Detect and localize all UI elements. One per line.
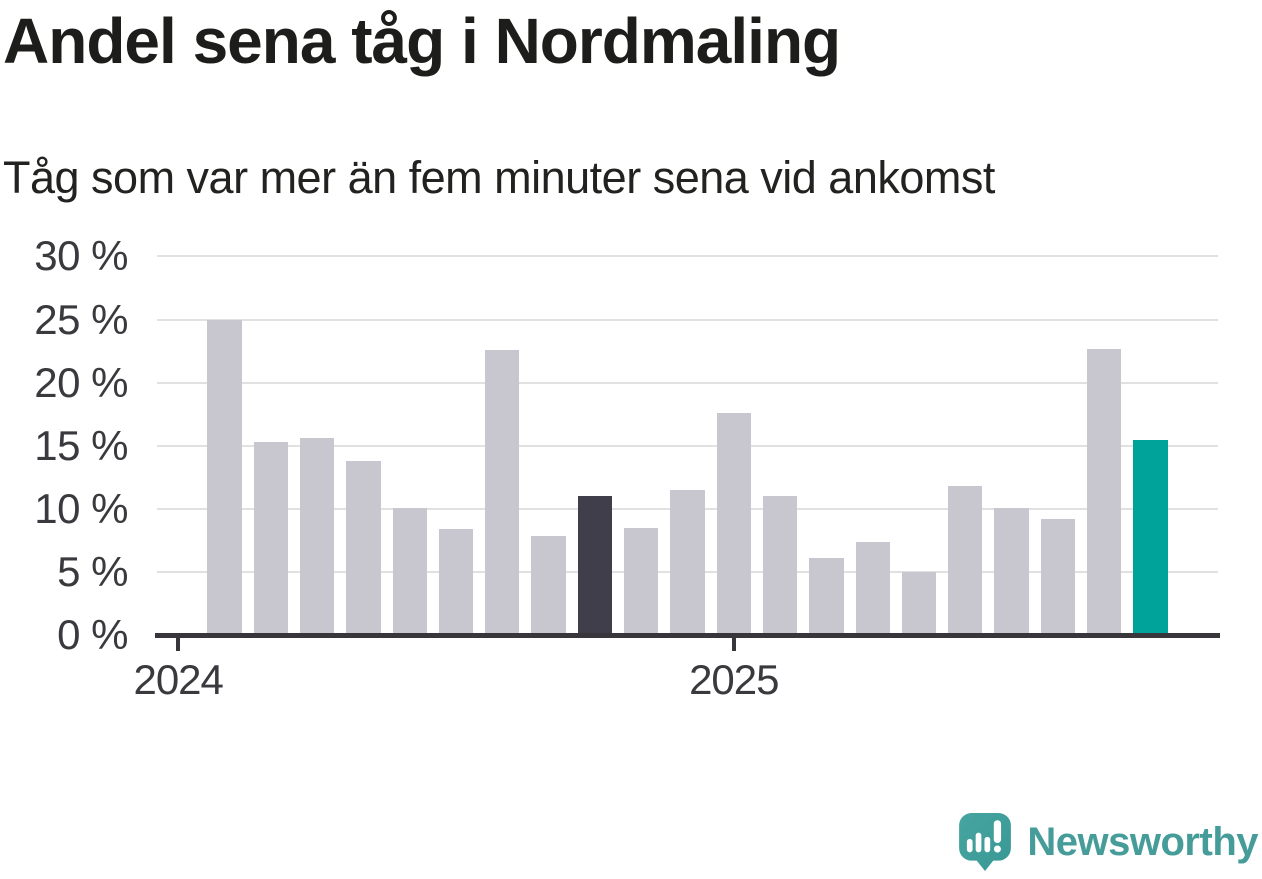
y-axis-tick-label: 30 % <box>34 232 128 280</box>
bar-2024-08 <box>485 349 520 637</box>
bar-2025-06 <box>948 486 983 637</box>
y-axis-tick-label: 5 % <box>57 548 128 596</box>
bar-2024-02 <box>207 319 242 637</box>
bar-2024-06 <box>392 507 427 637</box>
x-axis-line <box>155 632 1220 638</box>
bar-2024-07 <box>438 529 474 637</box>
x-axis-tick-label: 2025 <box>689 656 779 703</box>
gridline-25 <box>157 318 1218 321</box>
bar-2024-10 <box>577 496 613 637</box>
x-axis-tick-label: 2024 <box>133 656 223 703</box>
bar-2024-11 <box>624 528 659 637</box>
bar-2025-04 <box>855 541 890 637</box>
gridline-15 <box>157 444 1218 447</box>
newsworthy-logo: Newsworthy <box>959 812 1258 872</box>
bar-2025-02 <box>762 496 798 637</box>
bar-2025-05 <box>901 572 937 637</box>
y-axis-tick-label: 10 % <box>34 485 128 533</box>
bar-2024-12 <box>670 490 705 637</box>
x-axis-tick-2024 <box>176 637 181 651</box>
bar-2025-08 <box>1040 519 1076 637</box>
x-axis-tick-2025 <box>731 637 736 651</box>
y-axis-tick-label: 0 % <box>57 611 128 659</box>
chart-subtitle: Tåg som var mer än fem minuter sena vid … <box>3 152 995 203</box>
chart-title: Andel sena tåg i Nordmaling <box>3 5 841 77</box>
y-axis-tick-label: 15 % <box>34 421 128 469</box>
bar-2024-04 <box>299 438 335 637</box>
bar-2024-05 <box>346 461 381 637</box>
bar-2025-09 <box>1087 348 1122 637</box>
y-axis-tick-label: 25 % <box>34 295 128 343</box>
bar-2025-07 <box>994 507 1029 637</box>
bar-2025-10 <box>1133 439 1168 637</box>
gridline-20 <box>157 381 1218 384</box>
bar-2024-09 <box>531 535 566 637</box>
newsworthy-chart-bubble-icon <box>959 813 1012 871</box>
bar-2025-01 <box>716 413 751 637</box>
bar-2024-03 <box>253 442 288 637</box>
gridline-30 <box>157 255 1218 258</box>
newsworthy-logo-wordmark: Newsworthy <box>1027 820 1258 864</box>
y-axis-tick-label: 20 % <box>34 358 128 406</box>
bar-2025-03 <box>809 558 844 637</box>
